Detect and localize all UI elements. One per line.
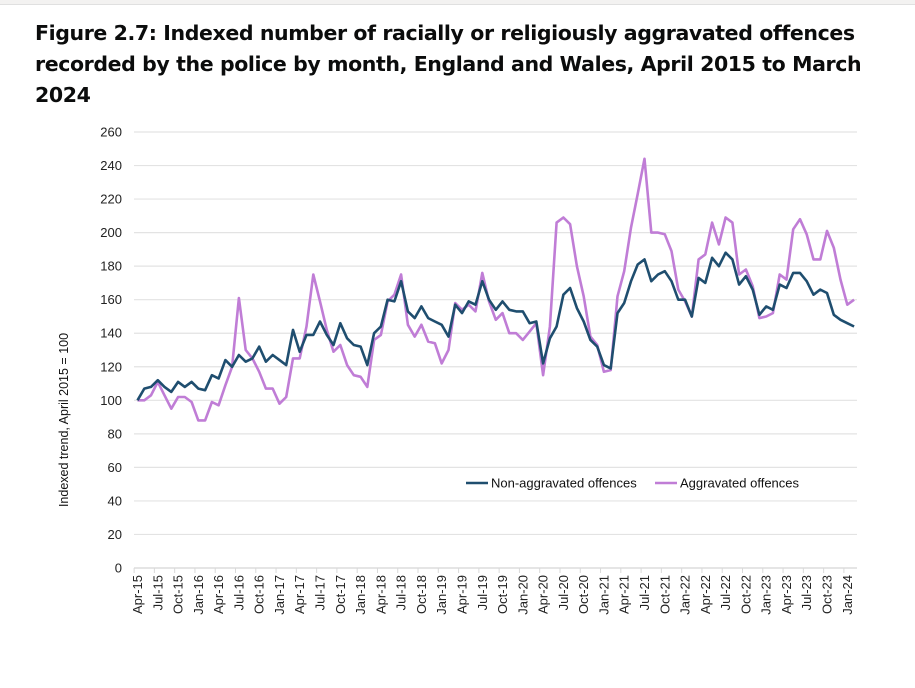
x-tick-label: Jan-19 bbox=[434, 575, 449, 615]
x-tick-label: Jul-17 bbox=[313, 575, 328, 610]
legend-label: Non-aggravated offences bbox=[491, 476, 637, 491]
y-tick-label: 80 bbox=[108, 426, 122, 441]
y-tick-label: 200 bbox=[100, 225, 122, 240]
y-tick-label: 60 bbox=[108, 460, 122, 475]
x-tick-label: Apr-19 bbox=[454, 575, 469, 614]
x-tick-label: Oct-16 bbox=[252, 575, 267, 614]
y-tick-label: 140 bbox=[100, 326, 122, 341]
x-tick-label: Jul-20 bbox=[556, 575, 571, 610]
non-aggravated-series-line bbox=[136, 251, 855, 401]
x-tick-label: Oct-23 bbox=[820, 575, 835, 614]
legend: Non-aggravated offences Aggravated offenc… bbox=[466, 476, 800, 491]
top-border bbox=[0, 0, 915, 5]
x-tick-label: Jul-18 bbox=[394, 575, 409, 610]
y-tick-label: 100 bbox=[100, 393, 122, 408]
figure-title: Figure 2.7: Indexed number of racially o… bbox=[35, 21, 862, 107]
x-tick-label: Apr-23 bbox=[779, 575, 794, 614]
y-tick-label: 260 bbox=[100, 125, 122, 140]
x-tick-label: Oct-15 bbox=[171, 575, 186, 614]
x-tick-label: Jul-19 bbox=[475, 575, 490, 610]
x-tick-label: Apr-15 bbox=[130, 575, 145, 614]
x-tick-label: Jul-21 bbox=[637, 575, 652, 610]
x-tick-label: Apr-20 bbox=[536, 575, 551, 614]
y-tick-label: 160 bbox=[100, 292, 122, 307]
x-tick-label: Apr-22 bbox=[698, 575, 713, 614]
x-tick-label: Jul-23 bbox=[799, 575, 814, 610]
y-tick-label: 0 bbox=[115, 561, 122, 576]
x-tick-label: Jan-20 bbox=[515, 575, 530, 615]
x-tick-label: Oct-19 bbox=[495, 575, 510, 614]
y-tick-label: 20 bbox=[108, 527, 122, 542]
x-tick-label: Oct-17 bbox=[333, 575, 348, 614]
x-tick-label: Apr-16 bbox=[211, 575, 226, 614]
x-tick-label: Apr-17 bbox=[292, 575, 307, 614]
y-tick-label: 220 bbox=[100, 192, 122, 207]
aggravated-series-line bbox=[137, 157, 855, 422]
x-tick-label: Jan-22 bbox=[678, 575, 693, 615]
x-tick-label: Jan-21 bbox=[596, 575, 611, 615]
x-tick-label: Oct-21 bbox=[657, 575, 672, 614]
x-tick-label: Jul-15 bbox=[150, 575, 165, 610]
x-tick-label: Apr-21 bbox=[617, 575, 632, 614]
x-tick-label: Jan-17 bbox=[272, 575, 287, 615]
x-axis: Apr-15 Jul-15 Oct-15 Jan-16 Apr-16 Jul-16 Oct-… bbox=[130, 567, 857, 615]
series-lines bbox=[136, 157, 855, 422]
y-tick-label: 180 bbox=[100, 259, 122, 274]
gridlines bbox=[134, 131, 857, 569]
y-axis-label: Indexed trend, April 2015 = 100 bbox=[57, 333, 71, 507]
legend-label: Aggravated offences bbox=[680, 476, 800, 491]
x-tick-label: Jul-16 bbox=[231, 575, 246, 610]
x-tick-label: Jul-22 bbox=[718, 575, 733, 610]
x-tick-label: Jan-23 bbox=[759, 575, 774, 615]
x-tick-label: Jan-24 bbox=[840, 575, 855, 615]
x-tick-label: Jan-18 bbox=[353, 575, 368, 615]
y-tick-label: 120 bbox=[100, 359, 122, 374]
x-tick-label: Jan-16 bbox=[191, 575, 206, 615]
x-tick-label: Oct-18 bbox=[414, 575, 429, 614]
y-tick-label: 240 bbox=[100, 158, 122, 173]
x-tick-label: Oct-22 bbox=[738, 575, 753, 614]
y-axis-ticks: 0 20 40 60 80 100 120 140 160 180 200 220 240 260 bbox=[100, 125, 122, 576]
y-tick-label: 40 bbox=[108, 493, 122, 508]
x-tick-label: Oct-20 bbox=[576, 575, 591, 614]
x-tick-label: Apr-18 bbox=[373, 575, 388, 614]
